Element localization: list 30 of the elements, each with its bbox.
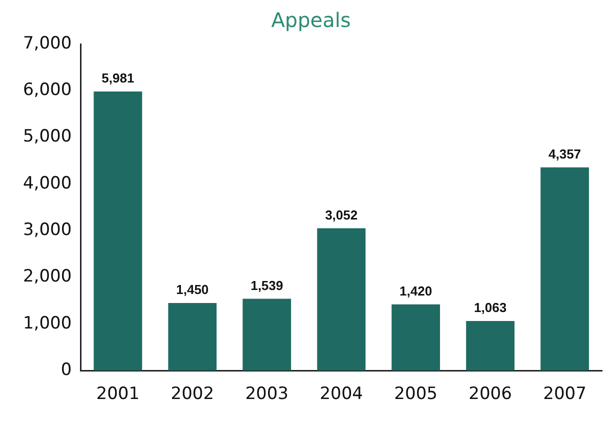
x-tick-label: 2001 — [96, 384, 140, 404]
data-label: 4,357 — [548, 146, 582, 162]
x-tick-label: 2003 — [245, 384, 288, 404]
y-tick-label: 0 — [60, 360, 72, 380]
data-label: 1,539 — [250, 278, 284, 293]
bar — [168, 302, 217, 371]
data-label: 1,420 — [400, 283, 432, 298]
data-label: 3,052 — [325, 207, 358, 222]
y-tick-label: 4,000 — [22, 173, 72, 194]
bar — [94, 92, 142, 371]
y-tick-label: 6,000 — [22, 80, 72, 100]
chart-title: Appeals — [271, 8, 351, 32]
y-tick-label: 2,000 — [22, 266, 72, 287]
data-label: 5,981 — [102, 70, 134, 86]
x-tick-label: 2005 — [394, 384, 438, 404]
y-tick-label: 1,000 — [22, 313, 72, 334]
bar — [317, 228, 366, 371]
bar — [242, 298, 292, 371]
x-tick-label: 2006 — [468, 384, 512, 404]
x-tick-label: 2004 — [320, 384, 363, 404]
data-label: 1,450 — [176, 282, 209, 298]
bar — [466, 321, 514, 371]
x-tick-label: 2007 — [543, 384, 586, 404]
bar — [392, 304, 440, 371]
data-label: 1,063 — [474, 300, 507, 316]
y-tick-label: 7,000 — [22, 33, 72, 54]
y-tick-label: 3,000 — [22, 220, 72, 240]
bar — [540, 167, 589, 371]
x-tick-label: 2002 — [170, 384, 214, 404]
y-tick-label: 5,000 — [22, 126, 72, 147]
